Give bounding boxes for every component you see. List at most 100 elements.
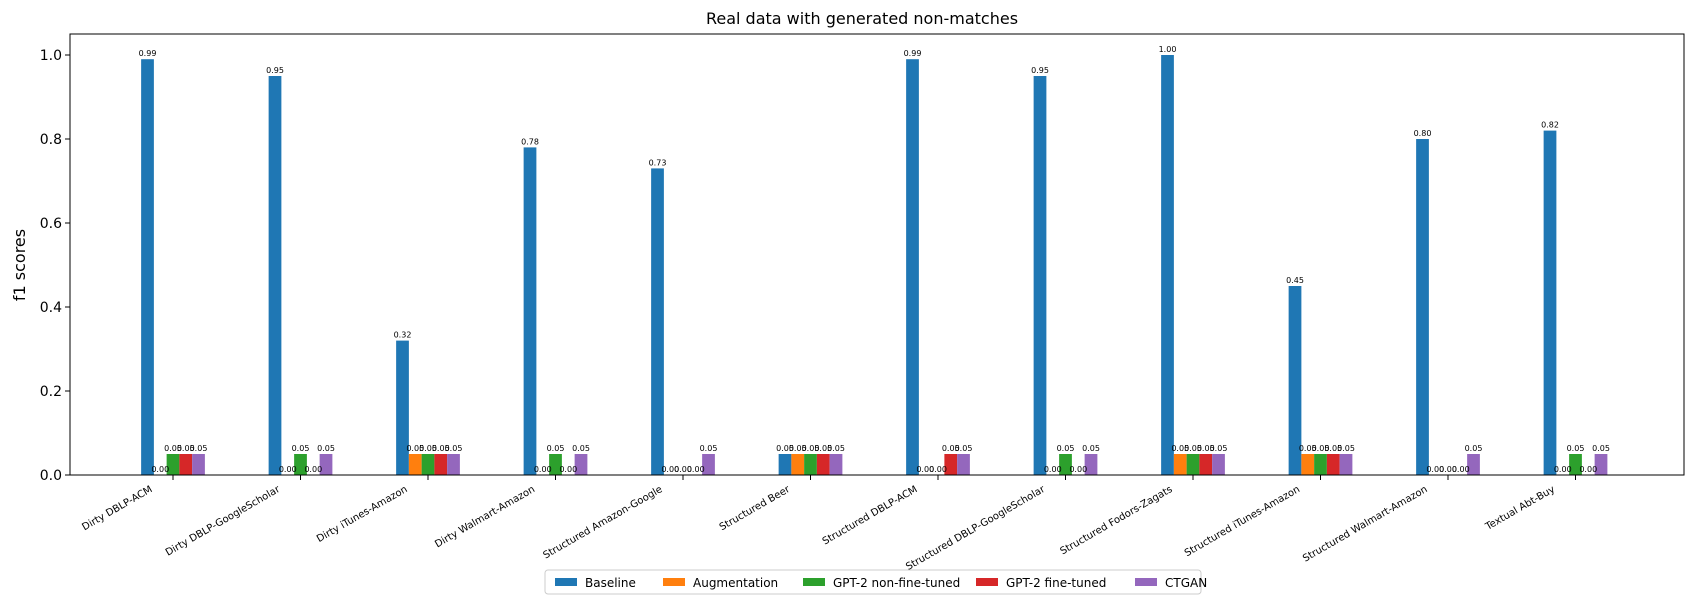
bar — [1569, 454, 1582, 475]
value-labels-layer: 0.99 0.95 0.32 0.78 0.73 0.05 0.99 0.95 1.00 0.45… — [139, 45, 1610, 474]
bar — [434, 454, 448, 475]
bar-value-label: 0.00 — [1044, 465, 1062, 474]
bar-value-label: 0.05 — [572, 444, 590, 453]
x-tick-label: Textual Abt-Buy — [1483, 484, 1557, 533]
bar — [294, 454, 307, 475]
bar-value-label: 0.05 — [1567, 444, 1585, 453]
bar-value-label: 0.80 — [1414, 129, 1432, 138]
legend: Baseline Augmentation GPT-2 non-fine-tuned… — [544, 569, 1207, 595]
bar-value-label: 0.00 — [1439, 465, 1457, 474]
bar — [702, 454, 715, 475]
bar-value-label: 0.05 — [1057, 444, 1075, 453]
bar-value-label: 0.32 — [394, 331, 412, 340]
bar — [396, 340, 409, 475]
bar-value-label: 0.00 — [916, 465, 934, 474]
bar-value-label: 0.05 — [1171, 444, 1189, 453]
x-tick-label: Structured Walmart-Amazon — [1301, 484, 1429, 564]
x-tick-label: Structured iTunes-Amazon — [1183, 484, 1302, 559]
bar — [523, 147, 537, 475]
bar — [1594, 454, 1608, 475]
x-tick-label: Structured Amazon-Google — [541, 484, 664, 561]
x-tick-label: Dirty DBLP-GoogleScholar — [164, 484, 283, 559]
bar-value-label: 0.00 — [1579, 465, 1597, 474]
legend-swatch — [803, 578, 825, 586]
bar — [1288, 286, 1302, 475]
bar-value-label: 0.05 — [1210, 444, 1228, 453]
plot-frame — [69, 33, 1685, 476]
y-tick-label: 0.6 — [40, 216, 62, 232]
bar — [1033, 76, 1047, 475]
bar-value-label: 0.00 — [279, 465, 297, 474]
bar-value-label: 0.05 — [1465, 444, 1483, 453]
bar-value-label: 0.45 — [1286, 276, 1304, 285]
bar-value-label: 0.00 — [304, 465, 322, 474]
bar-value-label: 0.05 — [827, 444, 845, 453]
x-tick-label: Structured Beer — [718, 484, 793, 534]
bar-value-label: 0.73 — [649, 158, 667, 167]
bar — [1084, 454, 1098, 475]
bar-value-label: 0.00 — [534, 465, 552, 474]
bar — [141, 59, 154, 475]
bar-value-label: 0.05 — [292, 444, 310, 453]
bar — [421, 454, 435, 475]
bar-value-label: 0.00 — [1069, 465, 1087, 474]
y-tick-label: 0.2 — [40, 384, 62, 400]
bar — [651, 168, 664, 475]
legend-swatch — [663, 578, 685, 586]
bar — [1186, 454, 1200, 475]
bar-value-label: 0.99 — [904, 49, 922, 58]
bar-value-label: 0.05 — [432, 444, 450, 453]
bar-value-label: 0.05 — [190, 444, 208, 453]
bar — [791, 454, 805, 475]
bar-value-label: 0.78 — [521, 137, 539, 146]
legend-swatch — [976, 578, 998, 586]
y-tick-label: 1.0 — [40, 48, 62, 64]
bar-value-label: 0.00 — [1426, 465, 1444, 474]
bar-value-label: 0.05 — [700, 444, 718, 453]
bar — [179, 454, 193, 475]
bar-value-label: 0.05 — [942, 444, 960, 453]
bar-value-label: 0.05 — [1197, 444, 1215, 453]
bar-value-label: 0.05 — [802, 444, 820, 453]
bar-value-label: 0.05 — [1082, 444, 1100, 453]
bar — [1543, 130, 1557, 475]
bar — [944, 454, 958, 475]
bar — [906, 59, 919, 475]
bar — [1059, 454, 1072, 475]
bar-value-label: 0.00 — [151, 465, 169, 474]
bar-value-label: 0.05 — [1312, 444, 1330, 453]
bar — [1161, 55, 1174, 475]
bar-value-label: 0.00 — [674, 465, 692, 474]
bar — [1326, 454, 1340, 475]
y-axis: 0.0 0.2 0.4 0.6 0.8 1.0 — [40, 48, 70, 484]
y-tick-label: 0.4 — [40, 300, 62, 316]
bar-value-label: 0.05 — [1324, 444, 1342, 453]
bar-value-label: 0.05 — [955, 444, 973, 453]
bar-value-label: 0.82 — [1541, 121, 1559, 130]
bar-value-label: 0.05 — [406, 444, 424, 453]
bar-value-label: 0.05 — [1337, 444, 1355, 453]
bar-value-label: 0.95 — [266, 66, 284, 75]
bars-layer — [141, 55, 1608, 475]
x-tick-label: Dirty Walmart-Amazon — [433, 484, 537, 550]
legend-swatch — [1135, 578, 1157, 586]
bar-value-label: 1.00 — [1159, 45, 1177, 54]
legend-swatch — [555, 578, 577, 586]
bar-value-label: 0.05 — [419, 444, 437, 453]
bar — [574, 454, 588, 475]
bar-value-label: 0.00 — [687, 465, 705, 474]
bar — [1314, 454, 1327, 475]
bar-value-label: 0.05 — [164, 444, 182, 453]
bar — [816, 454, 830, 475]
x-tick-label: Structured Fodors-Zagats — [1059, 484, 1175, 557]
x-tick-label: Structured DBLP-ACM — [821, 484, 920, 547]
bar — [268, 76, 282, 475]
bar — [1416, 139, 1429, 475]
bar-value-label: 0.05 — [1184, 444, 1202, 453]
bar — [408, 454, 422, 475]
y-tick-label: 0.0 — [40, 468, 62, 484]
legend-box — [544, 569, 1202, 595]
legend-label: GPT-2 non-fine-tuned — [833, 576, 960, 590]
legend-label: GPT-2 fine-tuned — [1006, 576, 1106, 590]
